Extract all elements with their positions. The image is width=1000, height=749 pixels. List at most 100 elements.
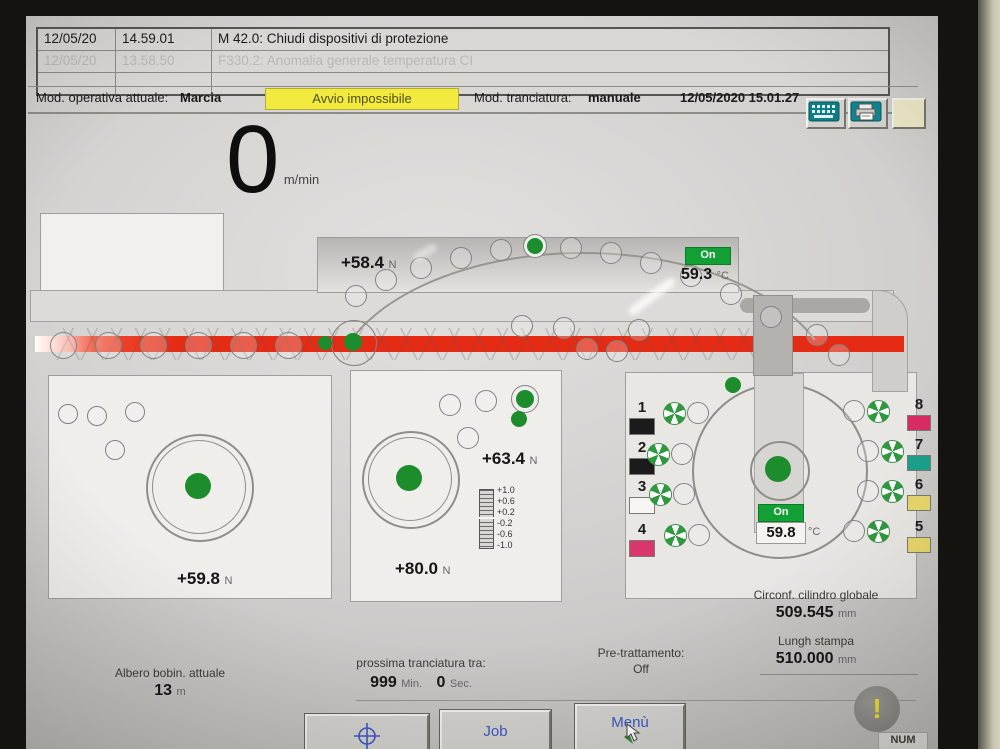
ink-swatch	[629, 497, 655, 514]
roller-icon	[490, 239, 512, 261]
deck-number: 2	[637, 439, 647, 456]
deck-unit-6: 6	[904, 476, 934, 511]
next-cut-value-row: 999 Min. 0 Sec.	[326, 674, 516, 692]
menu-button[interactable]: Menù	[575, 704, 685, 749]
ci-hub-ring	[750, 441, 810, 501]
scale-tick-label: -0.6	[497, 529, 513, 539]
alert-indicator[interactable]: !	[854, 686, 900, 732]
press-on-badge[interactable]: On	[758, 504, 804, 522]
ink-swatch	[907, 415, 931, 431]
roller-active-dot	[511, 411, 527, 427]
speed-value: 0	[226, 106, 280, 213]
roller-icon	[410, 257, 432, 279]
print-button[interactable]	[848, 98, 888, 129]
next-cut-seconds-unit: Sec.	[449, 678, 472, 690]
roller-icon	[806, 324, 828, 346]
register-button[interactable]	[305, 714, 429, 749]
roller-icon	[606, 340, 628, 362]
shaft-value: 13	[154, 682, 173, 699]
unwinder-panel: +59.8 N	[48, 375, 332, 599]
blank-tool-button[interactable]	[892, 98, 926, 129]
divider-line	[760, 674, 918, 675]
print-length-value-row: 510.000 mm	[716, 650, 916, 668]
keyboard-button[interactable]	[806, 98, 846, 129]
wall-background	[978, 0, 1000, 749]
anilox-idle-icon	[843, 400, 865, 422]
alarm-empty-row	[38, 73, 116, 94]
ink-swatch	[629, 540, 655, 557]
alarm-table[interactable]: 12/05/20 14.59.01 M 42.0: Chiudi disposi…	[36, 27, 890, 96]
alarm-message: M 42.0: Chiudi dispositivi di protezione	[212, 29, 888, 51]
ci-hub-dot	[765, 456, 791, 482]
circumference-unit: mm	[837, 608, 857, 620]
roller-icon	[125, 402, 145, 422]
hmi-screen: 12/05/20 14.59.01 M 42.0: Chiudi disposi…	[26, 16, 938, 749]
alarm-date: 12/05/20	[38, 29, 116, 51]
anilox-engaged-icon	[647, 443, 670, 466]
shaft-label: Albero bobin. attuale	[114, 666, 226, 680]
anilox-idle-icon	[671, 443, 693, 465]
roller-icon	[375, 269, 397, 291]
pretreatment-label: Pre-trattamento:	[597, 646, 685, 660]
roller-icon	[230, 332, 257, 359]
deck-number: 4	[637, 521, 647, 538]
infeed-tension-value: +63.4	[482, 449, 526, 468]
anilox-engaged-icon	[881, 440, 904, 463]
num-lock-indicator: NUM	[878, 732, 928, 749]
unwinder-tension-value: +59.8	[177, 569, 221, 588]
ink-swatch	[907, 495, 931, 511]
alarm-empty-row	[116, 73, 212, 94]
web-path-red-end	[873, 336, 904, 352]
alarm-time: 14.59.01	[116, 29, 212, 51]
next-cut-label: prossima tranciatura tra:	[356, 656, 486, 670]
exclamation-icon: !	[872, 693, 882, 724]
deck-unit-2: 2	[628, 439, 656, 475]
roller-icon	[680, 265, 702, 287]
deck-number: 3	[637, 478, 647, 495]
infeed-web-tension-unit: N	[442, 565, 451, 577]
press-temperature-field: 59.8	[756, 522, 806, 544]
job-button[interactable]: Job	[440, 710, 551, 749]
roller-icon	[58, 404, 78, 424]
roller-icon	[640, 252, 662, 274]
corona-panel	[40, 213, 224, 292]
alarm-date: 12/05/20	[38, 51, 116, 73]
anilox-idle-icon	[673, 483, 695, 505]
roller-icon	[560, 237, 582, 259]
roller-icon	[439, 394, 461, 416]
roller-icon	[105, 440, 125, 460]
start-impossible-badge: Avvio impossibile	[265, 88, 459, 110]
printer-icon	[850, 101, 882, 122]
press-panel: On 59.8 °C 1 2 3 4	[625, 372, 917, 599]
roller-icon	[720, 283, 742, 305]
roller-icon	[50, 332, 77, 359]
deck-number: 8	[914, 396, 924, 413]
print-length-value: 510.000	[775, 650, 834, 667]
scale-tick-label: +1.0	[497, 485, 515, 495]
reel-core-dot	[396, 465, 422, 491]
reel-inner-ring	[152, 440, 246, 534]
roller-icon	[457, 427, 479, 449]
anilox-engaged-icon	[664, 524, 687, 547]
circumference-value-row: 509.545 mm	[716, 604, 916, 622]
roller-icon	[760, 306, 782, 328]
deck-number: 6	[914, 476, 924, 493]
cursor-icon	[624, 723, 641, 744]
adjust-scale-zero	[479, 517, 494, 519]
dryer-on-badge[interactable]: On	[685, 247, 731, 265]
roller-icon	[600, 242, 622, 264]
reel-outer-ring	[146, 434, 254, 542]
infeed-panel: +63.4 N +1.0 +0.6 +0.2 -0.2 -0.6 -1.0 +8…	[350, 370, 562, 602]
anilox-idle-icon	[857, 440, 879, 462]
print-length-label: Lungh stampa	[777, 634, 855, 648]
deck-unit-4: 4	[628, 521, 656, 557]
cut-mode-label: Mod. tranciatura:	[474, 90, 572, 105]
adjust-scale[interactable]	[479, 489, 494, 549]
roller-icon	[140, 332, 167, 359]
bridge-column	[753, 295, 793, 376]
keyboard-icon	[808, 101, 840, 122]
dryer-tension: +58.4 N	[341, 253, 396, 273]
crosshair-icon	[354, 723, 380, 749]
scale-tick-label: +0.2	[497, 507, 515, 517]
